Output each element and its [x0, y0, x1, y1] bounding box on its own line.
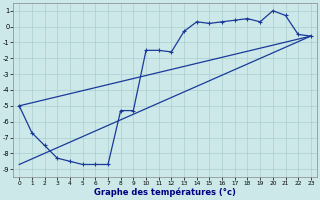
X-axis label: Graphe des températures (°c): Graphe des températures (°c)	[94, 188, 236, 197]
